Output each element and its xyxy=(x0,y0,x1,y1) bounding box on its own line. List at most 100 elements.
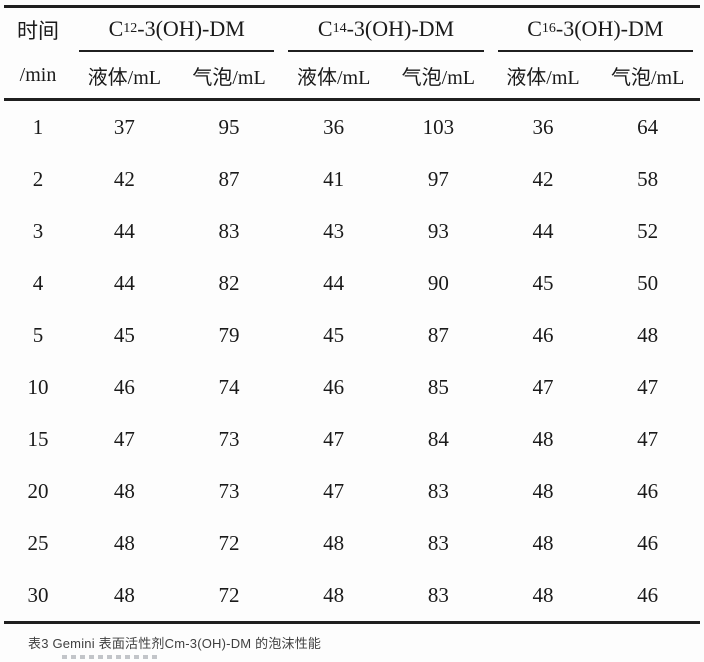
value-cell: 82 xyxy=(218,270,240,295)
time-cell: 10 xyxy=(27,374,49,399)
value-cell: 46 xyxy=(323,374,345,399)
value-cell: 83 xyxy=(218,218,240,243)
value-cell: 64 xyxy=(637,114,659,139)
value-cell: 48 xyxy=(323,582,345,607)
value-cell: 44 xyxy=(113,218,135,243)
value-cell: 46 xyxy=(637,478,659,503)
header-row-subcolumns: /min 液体/mL 气泡/mL 液体/mL 气泡/mL 液体/mL 气泡/mL xyxy=(4,52,700,101)
subheader-liquid: 液体/mL xyxy=(72,52,177,101)
time-header-line2: /min xyxy=(4,52,73,101)
table-row: 30 48 72 48 83 48 46 xyxy=(4,569,700,623)
value-cell: 87 xyxy=(218,166,240,191)
chem-suffix: -3(OH)-DM xyxy=(346,16,455,41)
value-cell: 44 xyxy=(323,270,345,295)
value-cell: 83 xyxy=(427,478,449,503)
time-cell: 2 xyxy=(32,166,44,191)
value-cell: 42 xyxy=(532,166,554,191)
foam-performance-table: 时间 C 12 -3(OH)-DM C 14 -3(OH)-DM C 16 -3(OH)-D… xyxy=(4,5,700,624)
value-cell: 90 xyxy=(427,270,449,295)
time-cell: 15 xyxy=(27,426,49,451)
subheader-liquid: 液体/mL xyxy=(490,52,596,101)
value-cell: 103 xyxy=(422,114,455,139)
time-cell: 30 xyxy=(27,582,49,607)
time-cell: 1 xyxy=(32,114,44,139)
table-row: 20 48 73 47 83 48 46 xyxy=(4,465,700,517)
time-header-line1: 时间 xyxy=(17,19,60,43)
value-cell: 48 xyxy=(532,582,554,607)
value-cell: 43 xyxy=(323,218,345,243)
chem-suffix: -3(OH)-DM xyxy=(555,16,664,41)
value-cell: 46 xyxy=(532,322,554,347)
value-cell: 48 xyxy=(113,582,135,607)
time-cell: 25 xyxy=(27,530,49,555)
value-cell: 44 xyxy=(113,270,135,295)
value-cell: 83 xyxy=(427,582,449,607)
subheader-bubble: 气泡/mL xyxy=(386,52,491,101)
value-cell: 48 xyxy=(323,530,345,555)
value-cell: 74 xyxy=(218,374,240,399)
value-cell: 79 xyxy=(218,322,240,347)
value-cell: 48 xyxy=(532,530,554,555)
value-cell: 37 xyxy=(113,114,135,139)
subheader-bubble: 气泡/mL xyxy=(595,52,700,101)
chem-prefix: C xyxy=(108,16,124,41)
value-cell: 47 xyxy=(637,374,659,399)
subheader-liquid: 液体/mL xyxy=(281,52,386,101)
value-cell: 87 xyxy=(427,322,449,347)
group-header-c14: C 14 -3(OH)-DM xyxy=(281,7,490,52)
table-row: 3 44 83 43 93 44 52 xyxy=(4,205,700,257)
value-cell: 36 xyxy=(323,114,345,139)
value-cell: 97 xyxy=(427,166,449,191)
value-cell: 48 xyxy=(637,322,659,347)
value-cell: 48 xyxy=(532,478,554,503)
chem-prefix: C xyxy=(317,16,333,41)
group-header-c16: C 16 -3(OH)-DM xyxy=(491,7,700,52)
table-body: 1 3 7 9 5 36 103 36 64 2 42 87 41 97 4 2 5 8 3 44 83 43 93 44 52… xyxy=(4,100,700,623)
value-cell: 42 xyxy=(113,166,135,191)
value-cell: 52 xyxy=(637,218,659,243)
value-cell: 93 xyxy=(427,218,449,243)
group-header-c14-label: C 14 -3(OH)-DM xyxy=(288,8,484,52)
table-row: 10 46 74 46 85 47 47 xyxy=(4,361,700,413)
group-header-c16-label: C 16 -3(OH)-DM xyxy=(497,8,693,52)
value-cell: 47 xyxy=(532,374,554,399)
table-row: 5 45 79 45 87 46 48 xyxy=(4,309,700,361)
value-cell: 45 xyxy=(532,270,554,295)
value-cell: 73 xyxy=(218,478,240,503)
value-cell: 44 xyxy=(532,218,554,243)
value-cell: 36 xyxy=(532,114,554,139)
value-cell: 45 xyxy=(323,322,345,347)
value-cell: 47 xyxy=(323,478,345,503)
time-cell: 20 xyxy=(27,478,49,503)
value-cell: 72 xyxy=(218,530,240,555)
table-row: 4 44 82 44 90 45 50 xyxy=(4,257,700,309)
value-cell: 50 xyxy=(637,270,659,295)
value-cell: 58 xyxy=(637,166,659,191)
value-cell: 47 xyxy=(637,426,659,451)
time-cell: 4 xyxy=(32,270,44,295)
time-cell: 5 xyxy=(32,322,44,347)
value-cell: 48 xyxy=(532,426,554,451)
value-cell: 83 xyxy=(427,530,449,555)
time-cell: 3 xyxy=(32,218,44,243)
value-cell: 73 xyxy=(218,426,240,451)
value-cell: 46 xyxy=(637,530,659,555)
table-row: 25 48 72 48 83 48 46 xyxy=(4,517,700,569)
value-cell: 85 xyxy=(427,374,449,399)
value-cell: 48 xyxy=(113,530,135,555)
value-cell: 47 xyxy=(113,426,135,451)
table-row: 15 47 73 47 84 48 47 xyxy=(4,413,700,465)
value-cell: 84 xyxy=(427,426,449,451)
subheader-bubble: 气泡/mL xyxy=(176,52,282,101)
value-cell: 46 xyxy=(637,582,659,607)
value-cell: 48 xyxy=(113,478,135,503)
chem-suffix: -3(OH)-DM xyxy=(137,16,245,41)
group-header-c12-label: C 12 -3(OH)-DM xyxy=(79,8,275,52)
value-cell: 41 xyxy=(323,166,345,191)
table-row: 1 37 95 36 103 36 64 xyxy=(4,100,700,154)
group-header-c12: C 12 -3(OH)-DM xyxy=(72,7,281,52)
value-cell: 47 xyxy=(323,426,345,451)
table-row: 2 42 87 41 97 42 58 xyxy=(4,153,700,205)
table-header: 时间 C 12 -3(OH)-DM C 14 -3(OH)-DM C 16 -3(OH)-D… xyxy=(4,7,700,101)
